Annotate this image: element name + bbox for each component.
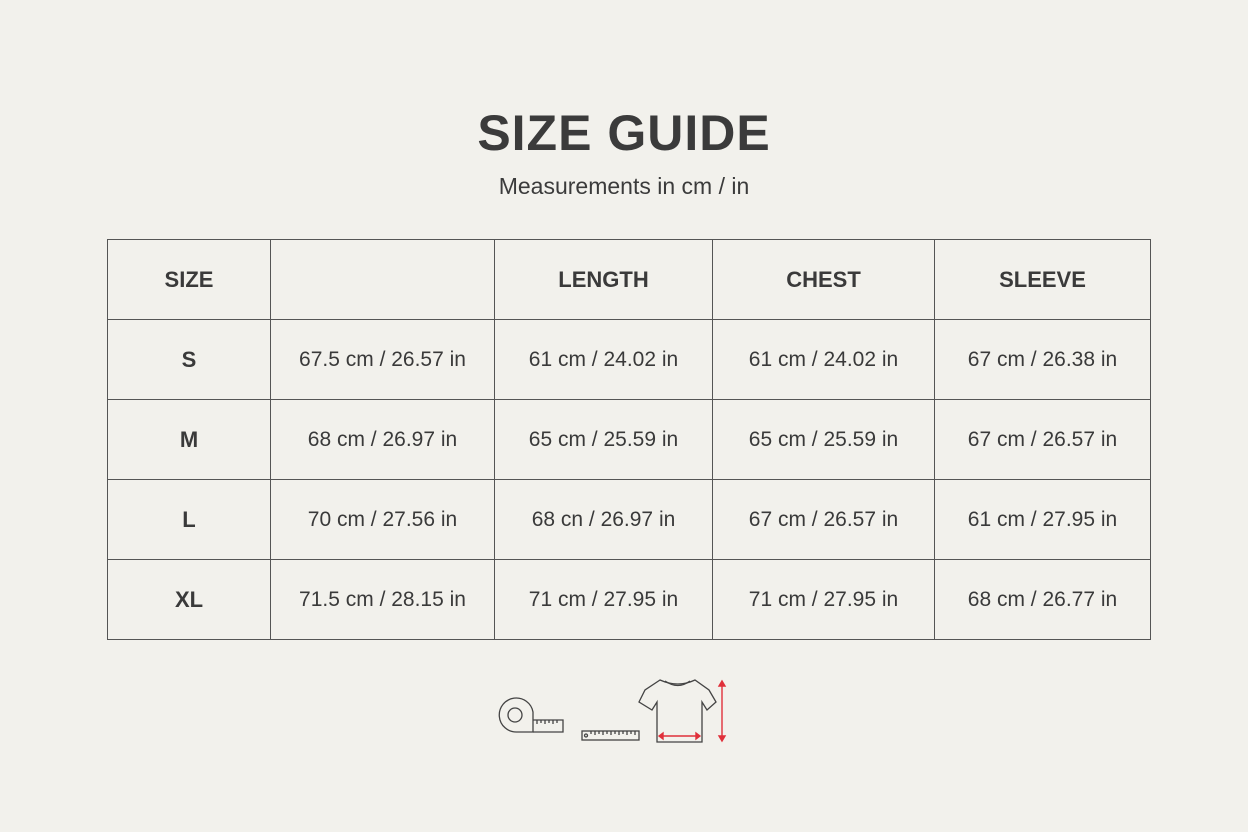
table-row: M 68 cm / 26.97 in 65 cm / 25.59 in 65 c…	[107, 399, 1151, 480]
table-cell: 61 cm / 24.02 in	[494, 319, 713, 400]
table-cell: 65 cm / 25.59 in	[712, 399, 935, 480]
table-cell: 71.5 cm / 28.15 in	[270, 559, 495, 640]
table-cell: 67.5 cm / 26.57 in	[270, 319, 495, 400]
table-cell: 61 cm / 27.95 in	[934, 479, 1151, 560]
table-cell: 71 cm / 27.95 in	[494, 559, 713, 640]
size-table: SIZE LENGTH CHEST SLEEVE S 67.5 cm / 26.…	[107, 239, 1151, 640]
table-header-row: SIZE LENGTH CHEST SLEEVE	[107, 239, 1151, 320]
size-cell: S	[107, 319, 271, 400]
table-cell: 61 cm / 24.02 in	[712, 319, 935, 400]
table-cell: 68 cm / 26.97 in	[270, 399, 495, 480]
column-header: SIZE	[107, 239, 271, 320]
size-cell: M	[107, 399, 271, 480]
tape-measure-icon	[498, 697, 564, 733]
tshirt-icon	[638, 679, 717, 743]
measure-arrows	[657, 679, 727, 743]
column-header	[270, 239, 495, 320]
page-subtitle: Measurements in cm / in	[498, 173, 750, 199]
table-cell: 67 cm / 26.57 in	[934, 399, 1151, 480]
size-cell: XL	[107, 559, 271, 640]
column-header: LENGTH	[494, 239, 713, 320]
table-row: XL 71.5 cm / 28.15 in 71 cm / 27.95 in 7…	[107, 559, 1151, 640]
measurement-illustration	[498, 679, 727, 743]
column-header: SLEEVE	[934, 239, 1151, 320]
table-row: L 70 cm / 27.56 in 68 cn / 26.97 in 67 c…	[107, 479, 1151, 560]
table-cell: 67 cm / 26.57 in	[712, 479, 935, 560]
page-title: SIZE GUIDE	[477, 105, 771, 161]
ruler-icon	[581, 730, 640, 741]
size-cell: L	[107, 479, 271, 560]
table-cell: 65 cm / 25.59 in	[494, 399, 713, 480]
table-cell: 70 cm / 27.56 in	[270, 479, 495, 560]
table-cell: 67 cm / 26.38 in	[934, 319, 1151, 400]
table-cell: 68 cn / 26.97 in	[494, 479, 713, 560]
table-cell: 68 cm / 26.77 in	[934, 559, 1151, 640]
table-row: S 67.5 cm / 26.57 in 61 cm / 24.02 in 61…	[107, 319, 1151, 400]
table-cell: 71 cm / 27.95 in	[712, 559, 935, 640]
column-header: CHEST	[712, 239, 935, 320]
